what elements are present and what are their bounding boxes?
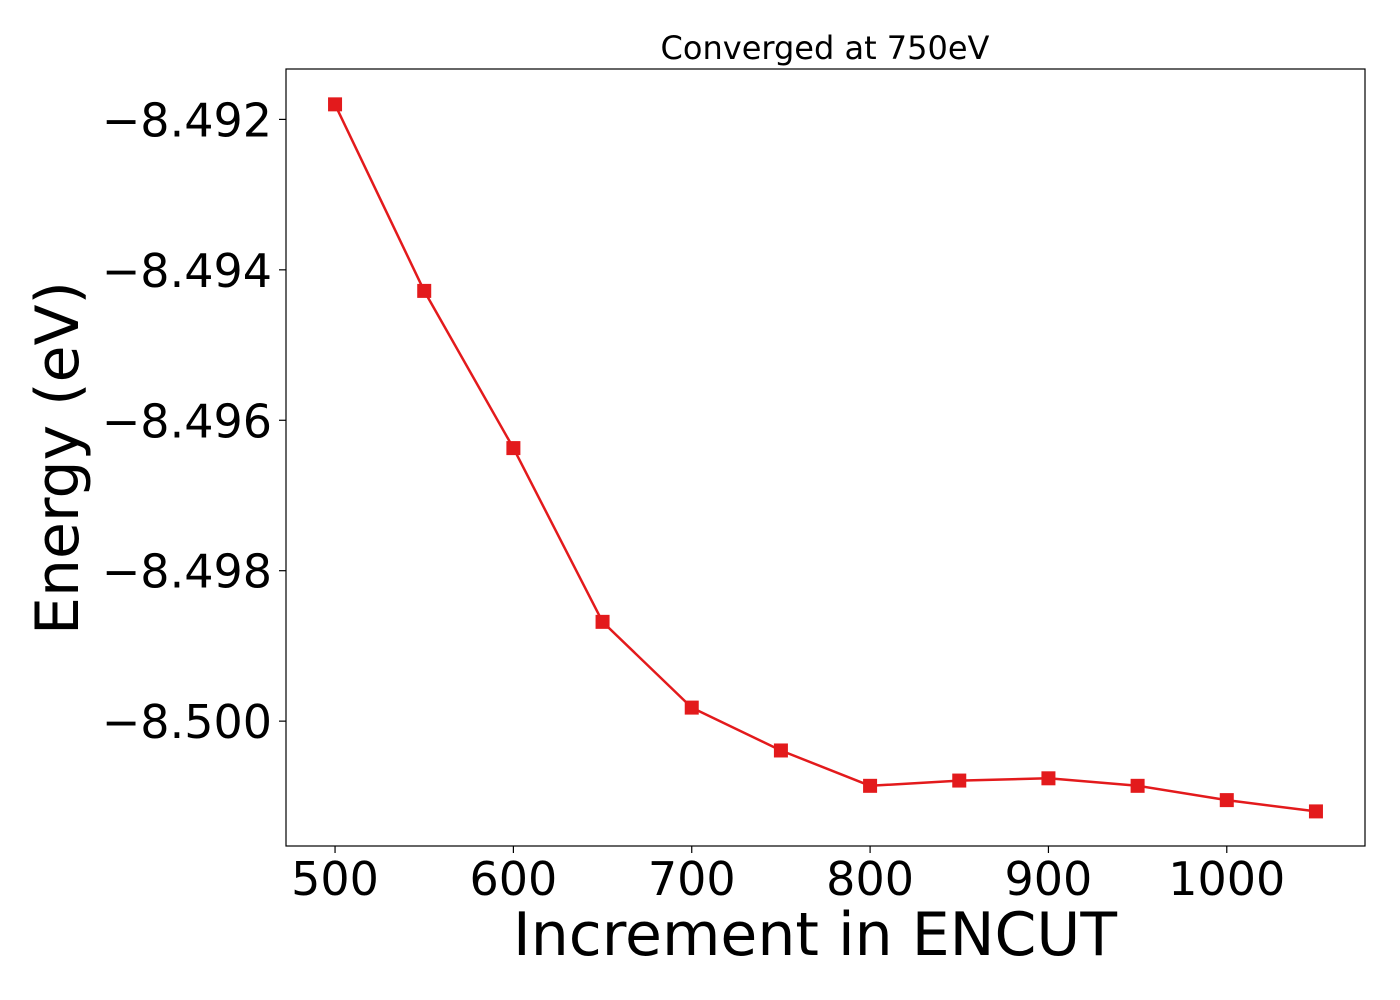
data-point (1219, 793, 1234, 808)
plot-area (328, 97, 1323, 819)
x-axis-label: Increment in ENCUT (513, 900, 1117, 970)
y-tick-label: −8.492 (102, 93, 272, 147)
chart-title: Converged at 750eV (661, 29, 990, 67)
y-tick-label: −8.500 (102, 695, 272, 749)
data-point (1130, 778, 1145, 793)
x-tick-label: 700 (648, 852, 736, 906)
data-point (863, 778, 878, 793)
data-point (952, 773, 967, 788)
data-point (1041, 771, 1056, 786)
data-point (684, 700, 699, 715)
data-point (773, 743, 788, 758)
x-tick-label: 900 (1005, 852, 1093, 906)
x-tick-label: 600 (469, 852, 557, 906)
y-axis-label: Energy (eV) (23, 281, 93, 635)
data-point (328, 97, 343, 112)
y-tick-label: −8.498 (102, 545, 272, 599)
series-line (333, 103, 1317, 813)
x-tick-label: 500 (291, 852, 379, 906)
x-axis: 500 600 700 800 900 1000 (291, 846, 1285, 906)
y-tick-label: −8.494 (102, 244, 272, 298)
plot-frame (285, 68, 1366, 847)
x-tick-label: 800 (826, 852, 914, 906)
data-point (595, 614, 610, 629)
y-tick-label: −8.496 (102, 394, 272, 448)
x-tick-label: 1000 (1168, 852, 1285, 906)
data-point (1308, 804, 1323, 819)
y-axis: −8.492 −8.494 −8.496 −8.498 −8.500 (102, 93, 286, 749)
data-point (506, 441, 521, 456)
data-point (417, 283, 432, 298)
